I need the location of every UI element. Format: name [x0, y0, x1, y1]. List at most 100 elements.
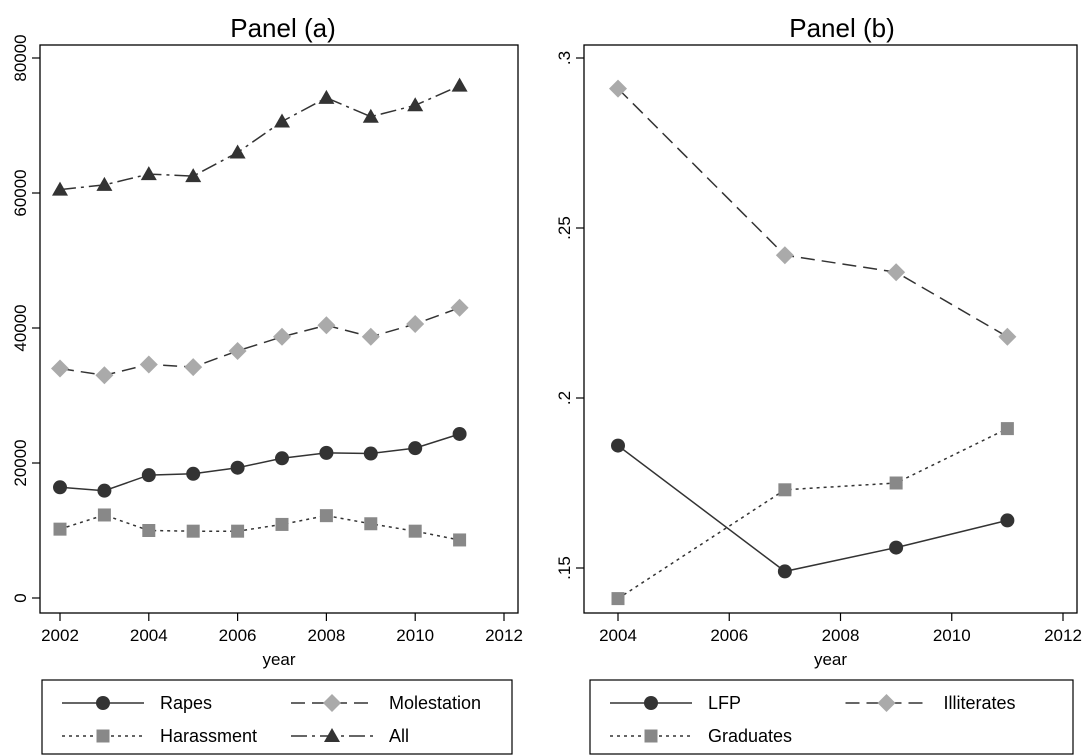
- panel-a-x-tick-label: 2006: [219, 626, 257, 645]
- panel-a-x-axis-label: year: [262, 650, 295, 669]
- panel-a-series-harassment-line: [59, 514, 460, 541]
- panel-a-y-tick-label: 60000: [11, 169, 30, 216]
- panel-a-series-all-point: [318, 89, 335, 104]
- panel-a-y-tick-label: 40000: [11, 304, 30, 351]
- panel-b-series-graduates-point: [778, 483, 792, 497]
- panel-b-frame: [583, 44, 1078, 614]
- panel-a-series-all-point: [52, 181, 68, 196]
- panel-a-series-harassment-point: [275, 517, 289, 531]
- panel-a-series-rapes-point: [452, 426, 467, 441]
- panel-b-series-lfp-point: [1000, 513, 1015, 528]
- panel-b-legend-box: [589, 679, 1074, 755]
- panel-a-x-tick-label: 2010: [396, 626, 434, 645]
- panel-a-legend-all-label: All: [389, 726, 409, 746]
- panel-a-series-harassment-point: [186, 524, 200, 538]
- panel-b-legend-illiterates-marker: [877, 694, 896, 712]
- panel-a-series-harassment-point: [408, 524, 422, 538]
- panel-a-series-harassment-point: [53, 522, 67, 536]
- panel-a-series-harassment-point: [142, 524, 156, 537]
- panel-a-y-tick-label: 20000: [11, 439, 30, 486]
- panel-b-series-graduates-line: [617, 427, 1008, 600]
- panel-a-series-harassment-point: [364, 517, 378, 531]
- panel-b-y-tick-label: .3: [555, 51, 574, 65]
- panel-b-series-lfp-line: [617, 445, 1008, 573]
- panel-b-legend-graduates-label: Graduates: [708, 726, 792, 746]
- panel-a-series-harassment-point: [97, 508, 111, 522]
- panel-b-legend-lfp-marker: [644, 696, 658, 710]
- panel-a-series-all-line: [59, 85, 460, 191]
- panel-a-series-all-point: [407, 97, 424, 112]
- panel-a-series-all-point: [96, 176, 113, 191]
- panel-a-legend-harassment-label: Harassment: [160, 726, 257, 746]
- panel-b-series-illiterates-point: [998, 327, 1017, 346]
- panel-a-frame: [39, 44, 519, 614]
- panel-a-series-rapes-point: [275, 451, 289, 466]
- panel-a-series-all-point: [451, 77, 468, 92]
- panel-b-y-tick-label: .15: [555, 556, 574, 580]
- panel-a-series-rapes-point: [363, 446, 378, 461]
- panel-a-x-tick-label: 2012: [485, 626, 523, 645]
- panel-a-legend-harassment-marker: [96, 729, 110, 743]
- panel-a-legend-molestation-label: Molestation: [389, 693, 481, 713]
- panel-a-series-molestation-point: [95, 366, 114, 385]
- panel-a-series-molestation-line: [59, 307, 460, 377]
- panel-a-series-all-point: [185, 168, 202, 183]
- panel-a-series-all-point: [362, 108, 379, 123]
- panel-b-series-illiterates-line: [617, 88, 1008, 338]
- panel-a-x-tick-label: 2002: [41, 626, 79, 645]
- panel-a-series-all-point: [140, 166, 157, 181]
- panel-b-legend-lfp-label: LFP: [708, 693, 741, 713]
- panel-a-series-molestation-point: [273, 327, 291, 346]
- panel-b-x-tick-label: 2004: [599, 626, 637, 645]
- panel-a-series-molestation-point: [228, 341, 247, 360]
- panel-b-x-axis-label: year: [814, 650, 847, 669]
- panel-a-series-molestation-point: [450, 298, 469, 317]
- panel-a-x-tick-label: 2008: [307, 626, 345, 645]
- panel-a-series-harassment-point: [231, 524, 245, 538]
- panel-b-x-tick-label: 2006: [710, 626, 748, 645]
- panel-a-x-tick-label: 2004: [130, 626, 168, 645]
- panel-b-series-graduates-point: [611, 592, 625, 606]
- panel-b-x-tick-label: 2010: [933, 626, 971, 645]
- panel-b-series-lfp-point: [777, 564, 792, 579]
- panel-a-series-all-point: [229, 144, 246, 159]
- panel-b-title: Panel (b): [789, 13, 895, 43]
- panel-a-series-molestation-point: [139, 355, 158, 374]
- panel-b-series-illiterates-point: [887, 263, 906, 282]
- panel-b-series-graduates-point: [889, 476, 903, 490]
- panel-a-series-molestation-point: [361, 327, 380, 346]
- panel-a-series-molestation-point: [317, 316, 336, 335]
- panel-a-series-rapes-point: [186, 466, 201, 481]
- panel-a-series-harassment-point: [319, 509, 333, 523]
- panel-b-x-tick-label: 2012: [1044, 626, 1082, 645]
- panel-a-legend-rapes-marker: [96, 696, 110, 710]
- panel-a-series-rapes-point: [319, 445, 334, 460]
- panel-a-series-all-point: [274, 113, 290, 128]
- panel-a-series-rapes-point: [230, 460, 245, 475]
- panel-b-legend-graduates-marker: [644, 729, 658, 743]
- panel-a-series-rapes-point: [408, 441, 423, 456]
- panel-b-x-tick-label: 2008: [822, 626, 860, 645]
- panel-b-series-illiterates-point: [775, 246, 794, 265]
- panel-a-legend-rapes-label: Rapes: [160, 693, 212, 713]
- panel-b-series-lfp-point: [611, 438, 625, 453]
- panel-a-y-tick-label: 80000: [11, 34, 30, 81]
- panel-a-series-molestation-point: [51, 359, 69, 378]
- panel-b-series-illiterates-point: [609, 79, 627, 98]
- panel-a-series-molestation-point: [406, 314, 425, 333]
- panel-a-series-rapes-point: [53, 480, 67, 495]
- panel-b-series-lfp-point: [889, 540, 904, 555]
- panel-b-y-tick-label: .2: [555, 391, 574, 405]
- panel-a-series-harassment-point: [453, 533, 467, 547]
- panel-a-series-rapes-line: [59, 433, 460, 492]
- panel-a-title: Panel (a): [230, 13, 336, 43]
- panel-b-y-tick-label: .25: [555, 216, 574, 240]
- panel-a-series-molestation-point: [184, 358, 203, 377]
- panel-a-legend-all-marker: [324, 728, 340, 742]
- panel-a-series-rapes-point: [97, 483, 112, 498]
- panel-a-series-rapes-point: [141, 468, 156, 483]
- panel-a-y-tick-label: 0: [11, 593, 30, 602]
- panel-b-legend-illiterates-label: Illiterates: [944, 693, 1016, 713]
- panel-b-series-graduates-point: [1000, 422, 1014, 436]
